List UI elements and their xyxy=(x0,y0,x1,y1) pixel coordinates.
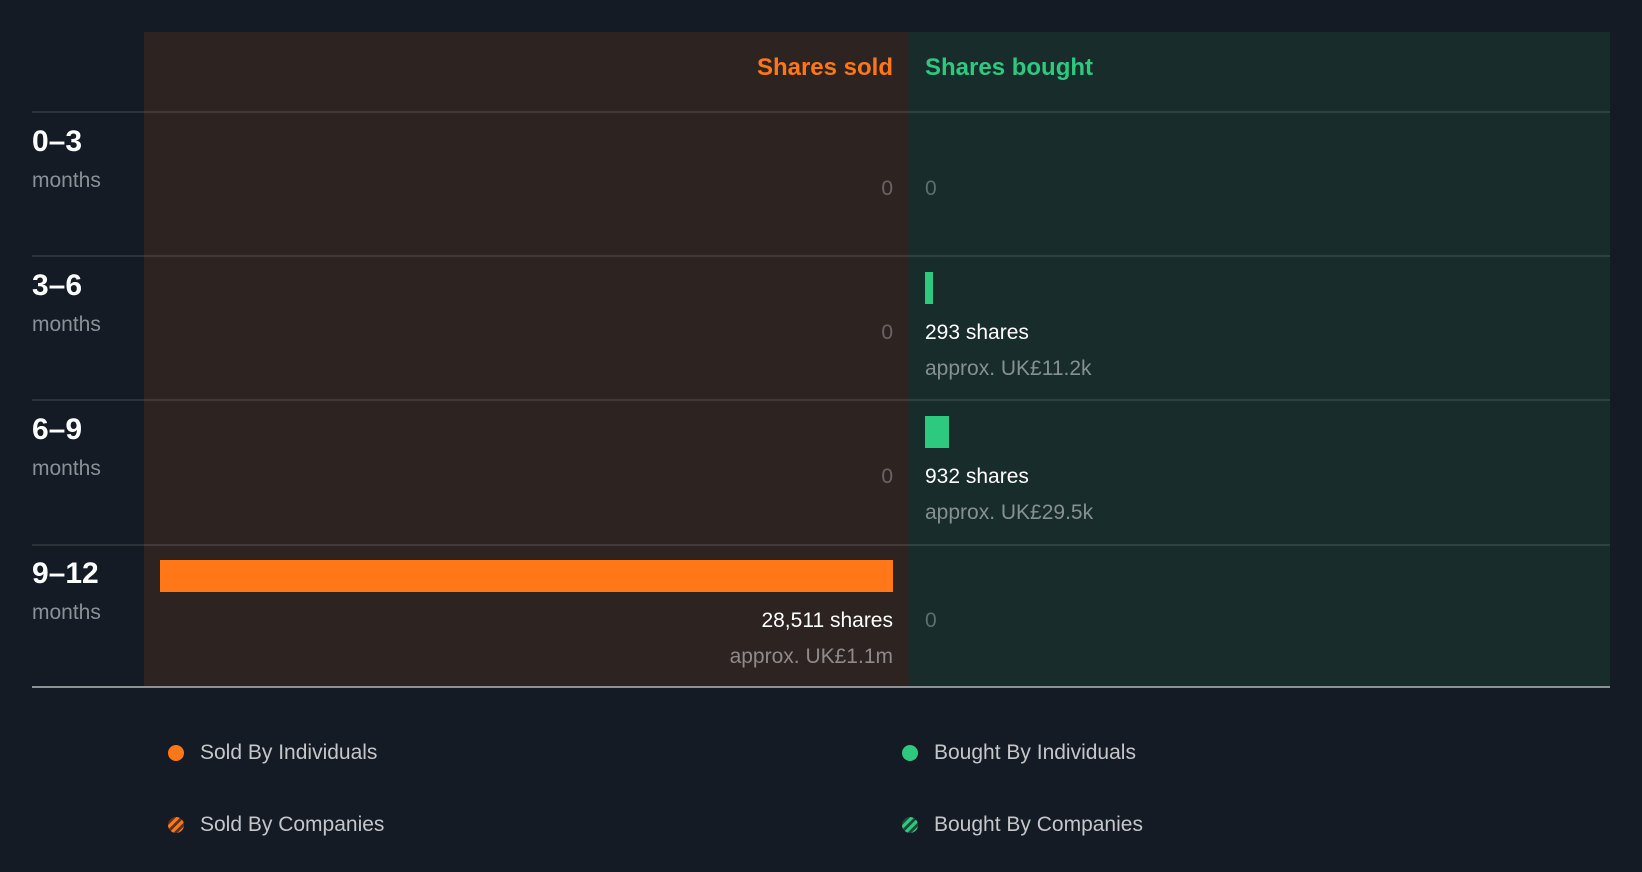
chart-baseline xyxy=(32,686,1610,688)
shares-bought-panel xyxy=(909,32,1610,688)
bought-approx-value: approx. UK£11.2k xyxy=(925,357,1092,380)
shares-bought-header: Shares bought xyxy=(925,54,1094,81)
legend-bought-companies: Bought By Companies xyxy=(902,813,1143,837)
sold-approx-value: approx. UK£1.1m xyxy=(729,645,893,668)
row-label: 3–6 xyxy=(32,269,83,302)
bought-value-zero: 0 xyxy=(925,177,937,200)
legend-label: Sold By Companies xyxy=(200,813,385,836)
hatched-green-dot-icon xyxy=(902,817,918,833)
bought-value-zero: 0 xyxy=(925,609,937,632)
row-sublabel: months xyxy=(32,457,101,480)
row-6-9-months: 6–9 months 0 932 shares approx. UK£29.5k xyxy=(0,401,1642,545)
row-label: 9–12 xyxy=(32,557,99,590)
bought-bar[interactable] xyxy=(925,272,933,304)
sold-value-zero: 0 xyxy=(881,321,893,344)
row-label: 6–9 xyxy=(32,413,83,446)
legend-bought-individuals: Bought By Individuals xyxy=(902,741,1136,765)
row-9-12-months: 9–12 months 28,511 shares approx. UK£1.1… xyxy=(0,545,1642,689)
sold-shares-value: 28,511 shares xyxy=(761,609,893,632)
row-sublabel: months xyxy=(32,601,101,624)
row-sublabel: months xyxy=(32,169,101,192)
sold-bar[interactable] xyxy=(160,560,893,592)
row-sublabel: months xyxy=(32,313,101,336)
hatched-orange-dot-icon xyxy=(168,817,184,833)
bought-shares-value: 293 shares xyxy=(925,321,1029,344)
bought-approx-value: approx. UK£29.5k xyxy=(925,501,1094,524)
solid-orange-dot-icon xyxy=(168,745,184,761)
sold-value-zero: 0 xyxy=(881,465,893,488)
solid-green-dot-icon xyxy=(902,745,918,761)
shares-sold-header: Shares sold xyxy=(756,54,893,81)
legend-sold-individuals: Sold By Individuals xyxy=(168,741,377,765)
bought-bar[interactable] xyxy=(925,416,949,448)
row-0-3-months: 0–3 months 0 0 xyxy=(0,113,1642,257)
row-label: 0–3 xyxy=(32,125,83,158)
sold-value-zero: 0 xyxy=(881,177,893,200)
legend-label: Bought By Companies xyxy=(934,813,1143,836)
bought-shares-value: 932 shares xyxy=(925,465,1029,488)
row-divider xyxy=(32,544,1610,546)
legend-sold-companies: Sold By Companies xyxy=(168,813,384,837)
row-3-6-months: 3–6 months 0 293 shares approx. UK£11.2k xyxy=(0,257,1642,401)
legend-label: Bought By Individuals xyxy=(934,741,1136,764)
header-divider xyxy=(32,111,1610,113)
row-divider xyxy=(32,255,1610,257)
row-divider xyxy=(32,399,1610,401)
legend-label: Sold By Individuals xyxy=(200,741,378,764)
